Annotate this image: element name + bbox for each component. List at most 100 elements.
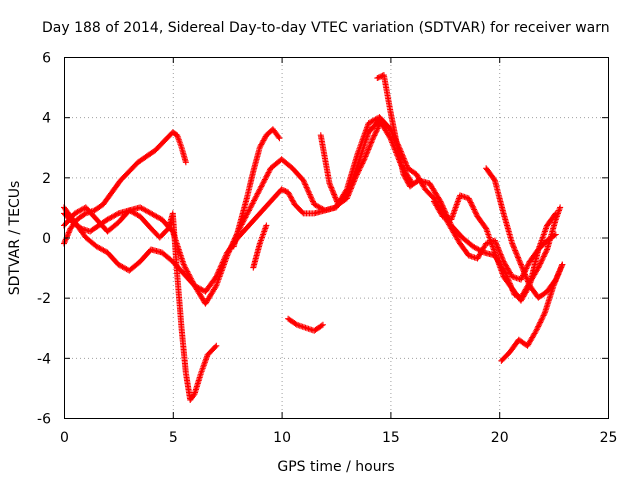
data-point — [536, 320, 543, 327]
data-series-6 — [250, 222, 270, 271]
data-point — [218, 262, 225, 269]
data-point — [220, 258, 227, 265]
data-point — [351, 177, 358, 184]
chart-title: Day 188 of 2014, Sidereal Day-to-day VTE… — [42, 20, 610, 36]
y-tick-label: 2 — [42, 171, 51, 187]
data-point — [400, 155, 407, 162]
data-point — [301, 180, 308, 187]
data-point — [366, 143, 373, 150]
data-point — [520, 267, 527, 274]
data-point — [376, 121, 383, 128]
data-point — [327, 181, 334, 188]
data-point — [403, 162, 410, 169]
data-point — [359, 160, 366, 167]
data-point — [369, 135, 376, 142]
data-point — [533, 326, 540, 333]
data-point — [62, 236, 69, 243]
data-point — [556, 268, 563, 275]
data-point — [363, 150, 370, 157]
data-point — [332, 195, 339, 202]
data-point — [357, 163, 364, 170]
data-point — [539, 315, 546, 322]
data-point — [368, 139, 375, 146]
data-point — [534, 324, 541, 331]
data-point — [303, 184, 310, 191]
data-point — [538, 259, 545, 266]
data-point — [66, 228, 73, 235]
data-point — [318, 322, 325, 329]
data-series-5 — [230, 126, 283, 250]
data-point — [356, 166, 363, 173]
data-point — [556, 267, 563, 274]
data-point — [347, 186, 354, 193]
data-point — [517, 261, 524, 268]
data-point — [308, 194, 315, 201]
data-point — [469, 203, 476, 210]
data-point — [353, 172, 360, 179]
data-point — [306, 190, 313, 197]
data-point — [372, 131, 379, 138]
data-point — [374, 126, 381, 133]
data-point — [537, 260, 544, 267]
data-point — [516, 258, 523, 265]
data-point — [319, 321, 326, 328]
data-point — [557, 204, 564, 211]
data-point — [217, 263, 224, 270]
y-tick-label: 6 — [42, 51, 51, 67]
data-point — [401, 156, 408, 163]
data-point — [345, 191, 352, 198]
data-point — [539, 313, 546, 320]
data-point — [65, 230, 72, 237]
data-point — [554, 272, 561, 279]
data-point — [436, 197, 443, 204]
data-series-1 — [61, 129, 189, 247]
data-point — [533, 327, 540, 334]
data-point — [498, 254, 505, 261]
data-point — [471, 206, 478, 213]
data-point — [465, 195, 472, 202]
data-point — [365, 145, 372, 152]
data-point — [537, 318, 544, 325]
x-tick-label: 5 — [169, 430, 178, 446]
data-point — [535, 323, 542, 330]
data-point — [375, 124, 382, 131]
data-point — [499, 257, 506, 264]
data-point — [309, 197, 316, 204]
data-point — [551, 211, 558, 218]
data-point — [302, 183, 309, 190]
data-point — [361, 154, 368, 161]
data-point — [535, 322, 542, 329]
data-point — [468, 200, 475, 207]
data-points — [61, 72, 566, 403]
data-point — [517, 276, 524, 283]
data-point — [213, 273, 220, 280]
data-point — [558, 264, 565, 271]
data-point — [357, 164, 364, 171]
data-point — [370, 133, 377, 140]
x-tick-label: 10 — [273, 430, 291, 446]
data-point — [437, 198, 444, 205]
data-point — [469, 202, 476, 209]
y-tick-label: -2 — [37, 291, 51, 307]
data-point — [551, 279, 558, 286]
data-point — [343, 187, 350, 194]
data-point — [222, 252, 229, 259]
data-point — [541, 252, 548, 259]
data-point — [345, 192, 352, 199]
data-point — [497, 251, 504, 258]
data-point — [512, 248, 519, 255]
data-point — [308, 195, 315, 202]
data-point — [438, 199, 445, 206]
data-point — [551, 281, 558, 288]
data-point — [363, 152, 370, 159]
data-series-11 — [483, 165, 566, 301]
data-point — [304, 187, 311, 194]
data-point — [518, 262, 525, 269]
y-tick-label: -6 — [37, 412, 51, 428]
data-point — [327, 183, 334, 190]
data-point — [292, 320, 299, 327]
data-point — [497, 250, 504, 257]
data-point — [331, 191, 338, 198]
data-point — [365, 146, 372, 153]
